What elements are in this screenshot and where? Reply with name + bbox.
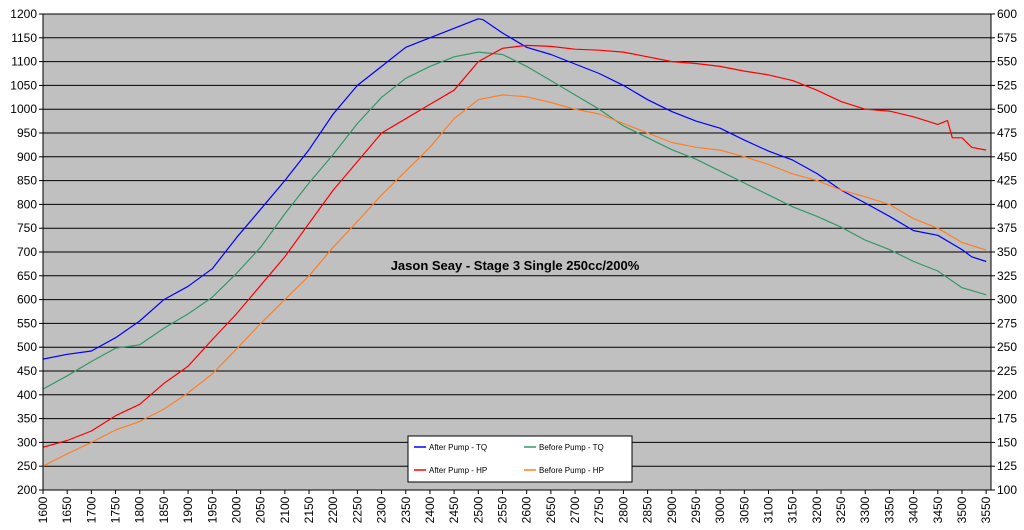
y2-tick-label: 350	[997, 245, 1017, 259]
x-tick-label: 2300	[375, 496, 389, 523]
y-axis-right: 100 125 150 175 200 225 250 275 300 325 350 375 400 4…	[991, 7, 1017, 497]
y-axis-left: 200 250 300 350 400 450 500 550 600 650 700 750 800 8…	[10, 7, 43, 497]
y-tick-label: 550	[17, 316, 37, 330]
series-line-after-pump-tq	[42, 18, 987, 360]
y2-tick-label: 250	[997, 340, 1017, 354]
legend-label: Before Pump - TQ	[539, 443, 604, 452]
y-tick-label: 1150	[11, 31, 37, 45]
y2-tick-label: 525	[997, 78, 1017, 92]
series-line-after-pump-hp	[42, 44, 987, 448]
x-tick-label: 3450	[931, 496, 945, 523]
x-tick-label: 2150	[302, 496, 316, 523]
y2-tick-label: 200	[997, 388, 1017, 402]
x-tick-label: 2250	[350, 496, 364, 523]
x-tick-label: 1650	[60, 496, 74, 523]
series-layer	[42, 18, 987, 467]
y-tick-label: 250	[17, 459, 37, 473]
x-tick-label: 3500	[955, 496, 969, 523]
series-line-before-pump-hp	[42, 94, 987, 467]
grid-lines	[43, 37, 991, 467]
x-tick-label: 2050	[254, 496, 268, 523]
y2-tick-label: 150	[997, 435, 1017, 449]
x-tick-label: 3400	[907, 496, 921, 523]
legend-label: After Pump - HP	[429, 466, 487, 475]
x-tick-label: 3550	[979, 496, 993, 523]
legend-box	[407, 435, 633, 483]
y2-tick-label: 175	[997, 412, 1017, 426]
y2-tick-label: 425	[997, 174, 1017, 188]
y-tick-label: 950	[17, 126, 37, 140]
y-tick-label: 300	[17, 435, 37, 449]
y2-tick-label: 600	[997, 7, 1017, 21]
x-tick-label: 1950	[205, 496, 219, 523]
y-tick-label: 900	[17, 150, 37, 164]
x-tick-label: 1750	[109, 496, 123, 523]
x-tick-label: 2650	[544, 496, 558, 523]
x-tick-label: 3250	[834, 496, 848, 523]
chart-title: Jason Seay - Stage 3 Single 250cc/200%	[391, 258, 640, 273]
legend: After Pump - TQ Before Pump - TQ After Pum…	[407, 435, 633, 483]
y-tick-label: 750	[17, 221, 37, 235]
y2-tick-label: 475	[997, 126, 1017, 140]
y2-tick-label: 575	[997, 31, 1017, 45]
x-tick-label: 2800	[616, 496, 630, 523]
y-tick-label: 1050	[10, 78, 37, 92]
x-tick-label: 2100	[278, 496, 292, 523]
x-tick-label: 1900	[181, 496, 195, 523]
x-tick-label: 3050	[737, 496, 751, 523]
x-tick-label: 2550	[495, 496, 509, 523]
x-tick-label: 2000	[229, 496, 243, 523]
y2-tick-label: 325	[997, 269, 1017, 283]
y-tick-label: 800	[17, 197, 37, 211]
x-tick-label: 2350	[399, 496, 413, 523]
y2-tick-label: 550	[997, 55, 1017, 69]
y-tick-label: 350	[17, 412, 37, 426]
y2-tick-label: 225	[997, 364, 1017, 378]
y2-tick-label: 300	[997, 293, 1017, 307]
x-tick-label: 2750	[592, 496, 606, 523]
y-tick-label: 1200	[10, 7, 37, 21]
y-tick-label: 450	[17, 364, 37, 378]
x-tick-label: 1700	[84, 496, 98, 523]
y2-tick-label: 100	[997, 483, 1017, 497]
x-tick-label: 2400	[423, 496, 437, 523]
x-tick-label: 2200	[326, 496, 340, 523]
y2-tick-label: 275	[997, 316, 1017, 330]
y2-tick-label: 400	[997, 197, 1017, 211]
y-tick-label: 850	[17, 174, 37, 188]
legend-label: After Pump - TQ	[429, 443, 487, 452]
y2-tick-label: 450	[997, 150, 1017, 164]
y2-tick-label: 375	[997, 221, 1017, 235]
x-tick-label: 3000	[713, 496, 727, 523]
x-tick-label: 3350	[882, 496, 896, 523]
x-tick-label: 1850	[157, 496, 171, 523]
x-axis: 1600 1650 1700 1750 1800 1850 1900 1950 2000 2050…	[36, 490, 993, 523]
x-tick-label: 2950	[689, 496, 703, 523]
x-tick-label: 1600	[36, 496, 50, 523]
y-tick-label: 700	[17, 245, 37, 259]
x-tick-label: 2900	[665, 496, 679, 523]
x-tick-label: 2450	[447, 496, 461, 523]
x-tick-label: 2500	[471, 496, 485, 523]
x-tick-label: 2850	[641, 496, 655, 523]
y-tick-label: 200	[17, 483, 37, 497]
y2-tick-label: 500	[997, 102, 1017, 116]
x-tick-label: 2600	[520, 496, 534, 523]
y-tick-label: 1000	[10, 102, 37, 116]
x-tick-label: 3100	[762, 496, 776, 523]
y-tick-label: 650	[17, 269, 37, 283]
y-tick-label: 600	[17, 293, 37, 307]
x-tick-label: 3300	[858, 496, 872, 523]
x-tick-label: 1800	[133, 496, 147, 523]
legend-label: Before Pump - HP	[539, 466, 604, 475]
x-tick-label: 3150	[786, 496, 800, 523]
y-tick-label: 400	[17, 388, 37, 402]
y-tick-label: 500	[17, 340, 37, 354]
x-tick-label: 3200	[810, 496, 824, 523]
y-tick-label: 1100	[11, 55, 37, 69]
x-tick-label: 2700	[568, 496, 582, 523]
series-line-before-pump-tq	[42, 51, 987, 390]
y2-tick-label: 125	[997, 459, 1017, 473]
